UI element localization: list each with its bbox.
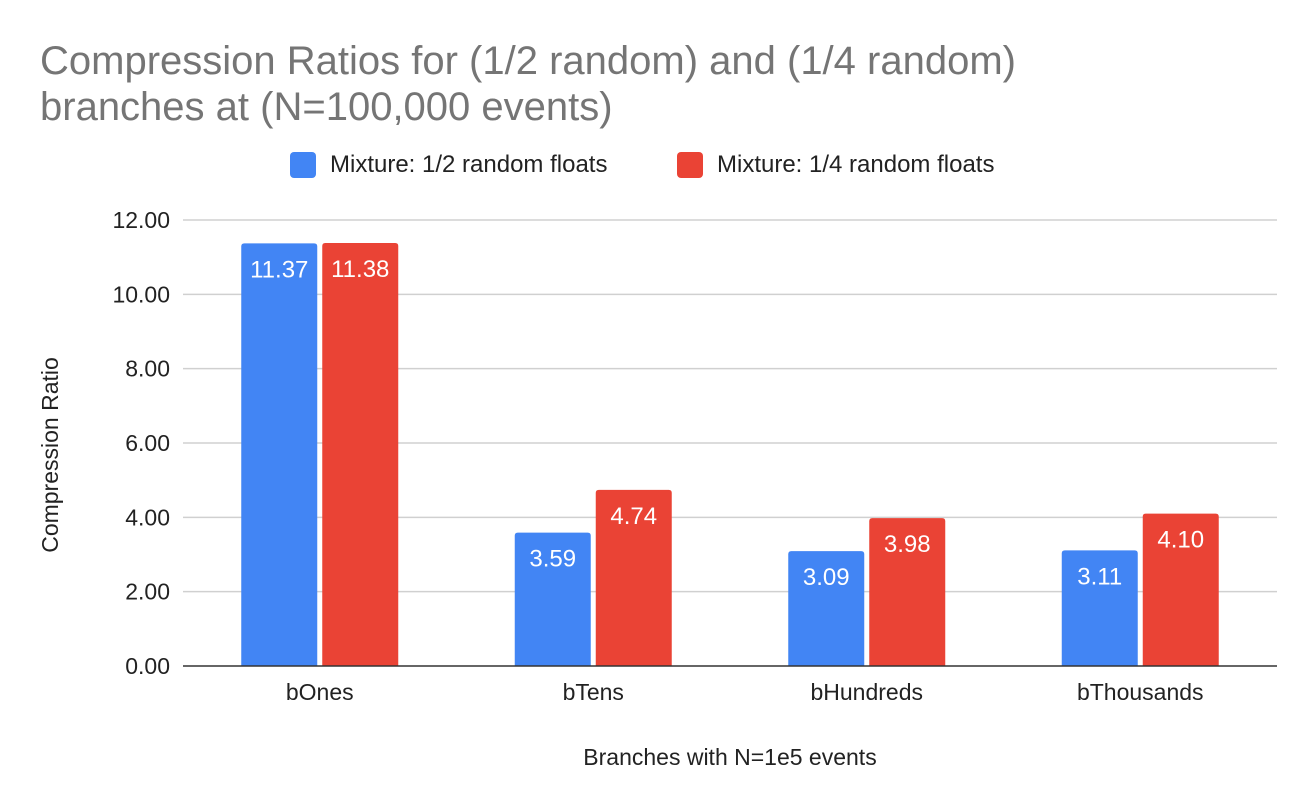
legend-swatch-series-1 xyxy=(290,152,316,178)
data-label-bThousands-series-2: 4.10 xyxy=(1157,527,1204,554)
bar-bHundreds-series-2 xyxy=(869,518,946,666)
chart-title-line-2: branches at (N=100,000 events) xyxy=(40,85,613,129)
bars: 11.37 11.38 3.59 4.74 3.09 3.98 3.11 4.10 xyxy=(241,243,1219,667)
bar-bTens-series-2 xyxy=(595,489,672,666)
legend-swatch-series-2 xyxy=(677,152,703,178)
data-label-bTens-series-1: 3.59 xyxy=(529,546,576,573)
legend-item-series-1: Mixture: 1/2 random floats xyxy=(290,148,607,182)
data-label-bHundreds-series-1: 3.09 xyxy=(803,564,850,591)
y-axis-label: Compression Ratio xyxy=(37,357,63,553)
data-label-bHundreds-series-2: 3.98 xyxy=(884,531,931,558)
y-axis-tick-labels: 0.00 2.00 4.00 6.00 8.00 10.00 12.00 xyxy=(112,207,170,679)
legend-label-series-1: Mixture: 1/2 random floats xyxy=(330,151,608,178)
chart-legend: Mixture: 1/2 random floats Mixture: 1/4 … xyxy=(0,148,1314,182)
y-tick-label-0: 0.00 xyxy=(125,653,170,679)
bar-bOnes-series-1 xyxy=(241,243,318,667)
chart-title: Compression Ratios for (1/2 random) and … xyxy=(40,38,1280,130)
y-tick-label-6: 12.00 xyxy=(112,207,170,233)
y-tick-label-1: 2.00 xyxy=(125,579,170,605)
bar-bTens-series-1 xyxy=(514,532,591,666)
data-label-bTens-series-2: 4.74 xyxy=(610,503,657,530)
y-tick-label-4: 8.00 xyxy=(125,356,170,382)
y-tick-label-5: 10.00 xyxy=(112,281,170,307)
bar-bThousands-series-2 xyxy=(1142,513,1219,666)
bar-bHundreds-series-1 xyxy=(788,551,865,666)
legend-item-series-2: Mixture: 1/4 random floats xyxy=(677,148,994,182)
bar-bOnes-series-2 xyxy=(322,243,399,666)
data-label-bThousands-series-1: 3.11 xyxy=(1077,563,1122,590)
bar-bThousands-series-1 xyxy=(1061,550,1138,666)
y-tick-label-3: 6.00 xyxy=(125,430,170,456)
y-tick-label-2: 4.00 xyxy=(125,504,170,530)
x-tick-label-bHundreds: bHundreds xyxy=(810,679,923,705)
x-axis-tick-labels: bOnes bTens bHundreds bThousands xyxy=(286,679,1204,705)
x-axis-label: Branches with N=1e5 events xyxy=(583,744,876,770)
x-tick-label-bTens: bTens xyxy=(563,679,624,705)
x-tick-label-bOnes: bOnes xyxy=(286,679,354,705)
data-label-bOnes-series-2: 11.38 xyxy=(331,256,389,283)
x-tick-label-bThousands: bThousands xyxy=(1077,679,1204,705)
legend-label-series-2: Mixture: 1/4 random floats xyxy=(717,151,995,178)
chart-title-line-1: Compression Ratios for (1/2 random) and … xyxy=(40,39,1016,83)
data-label-bOnes-series-1: 11.37 xyxy=(250,256,308,283)
